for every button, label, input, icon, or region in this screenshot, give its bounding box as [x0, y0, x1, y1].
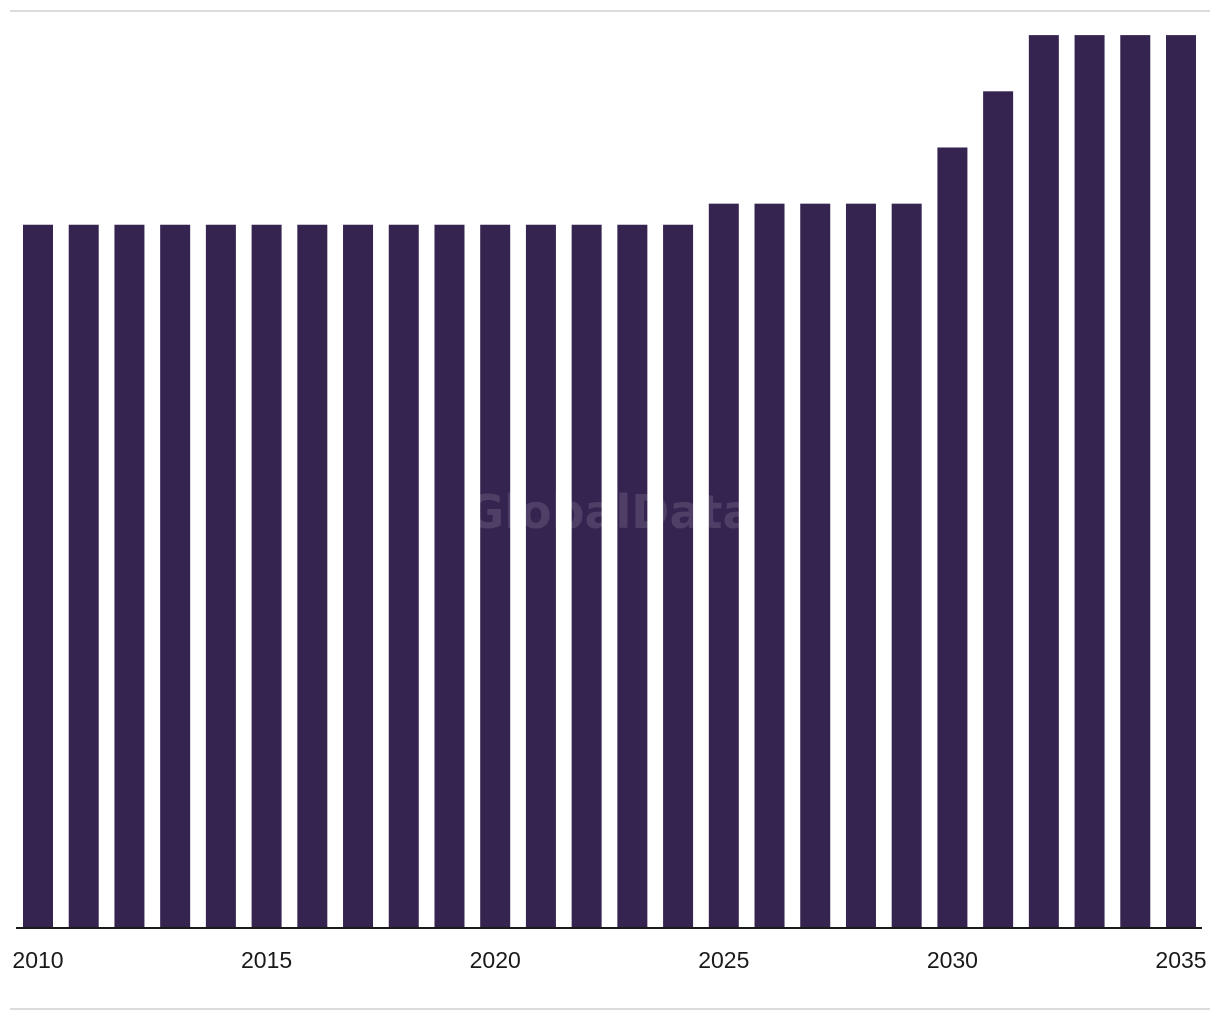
bar-2035 — [1166, 35, 1196, 928]
bar-2010 — [23, 224, 53, 928]
x-tick-label-2010: 2010 — [12, 947, 63, 973]
bar-2034 — [1120, 35, 1151, 928]
bar-2020 — [480, 224, 511, 928]
bar-2029 — [891, 203, 922, 927]
bar-2026 — [754, 203, 785, 927]
bar-2023 — [617, 224, 648, 928]
x-tick-label-2015: 2015 — [241, 947, 292, 973]
bar-2013 — [160, 224, 191, 928]
bar-2030 — [937, 147, 968, 928]
x-tick-label-2030: 2030 — [927, 947, 978, 973]
bar-2031 — [983, 91, 1014, 928]
bar-2032 — [1028, 35, 1059, 928]
x-tick-labels: 2010 2015 2020 2025 2030 2035 — [12, 947, 1206, 973]
bar-2025 — [708, 203, 739, 927]
bar-2027 — [800, 203, 831, 927]
bar-2017 — [343, 224, 374, 928]
bar-2012 — [114, 224, 145, 928]
bar-2015 — [251, 224, 282, 928]
x-tick-label-2035: 2035 — [1155, 947, 1206, 973]
bar-2016 — [297, 224, 328, 928]
bar-2024 — [663, 224, 694, 928]
bar-2018 — [388, 224, 419, 928]
bar-2022 — [571, 224, 602, 928]
watermark-text: GlobalData — [466, 485, 753, 539]
bar-2019 — [434, 224, 465, 928]
bar-2033 — [1074, 35, 1105, 928]
bar-2021 — [525, 224, 556, 928]
bar-2028 — [845, 203, 876, 927]
x-tick-label-2025: 2025 — [698, 947, 749, 973]
bar-2014 — [205, 224, 236, 928]
bar-2011 — [68, 224, 99, 928]
x-tick-label-2020: 2020 — [470, 947, 521, 973]
bars-group — [23, 35, 1196, 928]
